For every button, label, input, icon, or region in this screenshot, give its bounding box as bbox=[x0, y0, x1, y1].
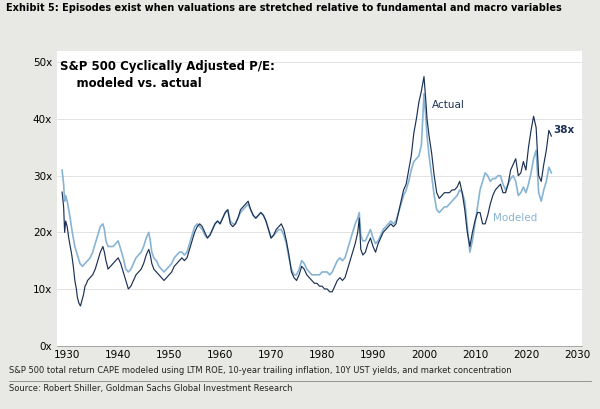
Text: 38x: 38x bbox=[553, 125, 574, 135]
Text: Actual: Actual bbox=[431, 100, 464, 110]
Text: Exhibit 5: Episodes exist when valuations are stretched relative to fundamental : Exhibit 5: Episodes exist when valuation… bbox=[6, 3, 562, 13]
Text: Modeled: Modeled bbox=[493, 213, 537, 223]
Text: S&P 500 Cyclically Adjusted P/E:
    modeled vs. actual: S&P 500 Cyclically Adjusted P/E: modeled… bbox=[59, 60, 275, 90]
Text: Source: Robert Shiller, Goldman Sachs Global Investment Research: Source: Robert Shiller, Goldman Sachs Gl… bbox=[9, 384, 293, 393]
Text: S&P 500 total return CAPE modeled using LTM ROE, 10-year trailing inflation, 10Y: S&P 500 total return CAPE modeled using … bbox=[9, 366, 512, 375]
